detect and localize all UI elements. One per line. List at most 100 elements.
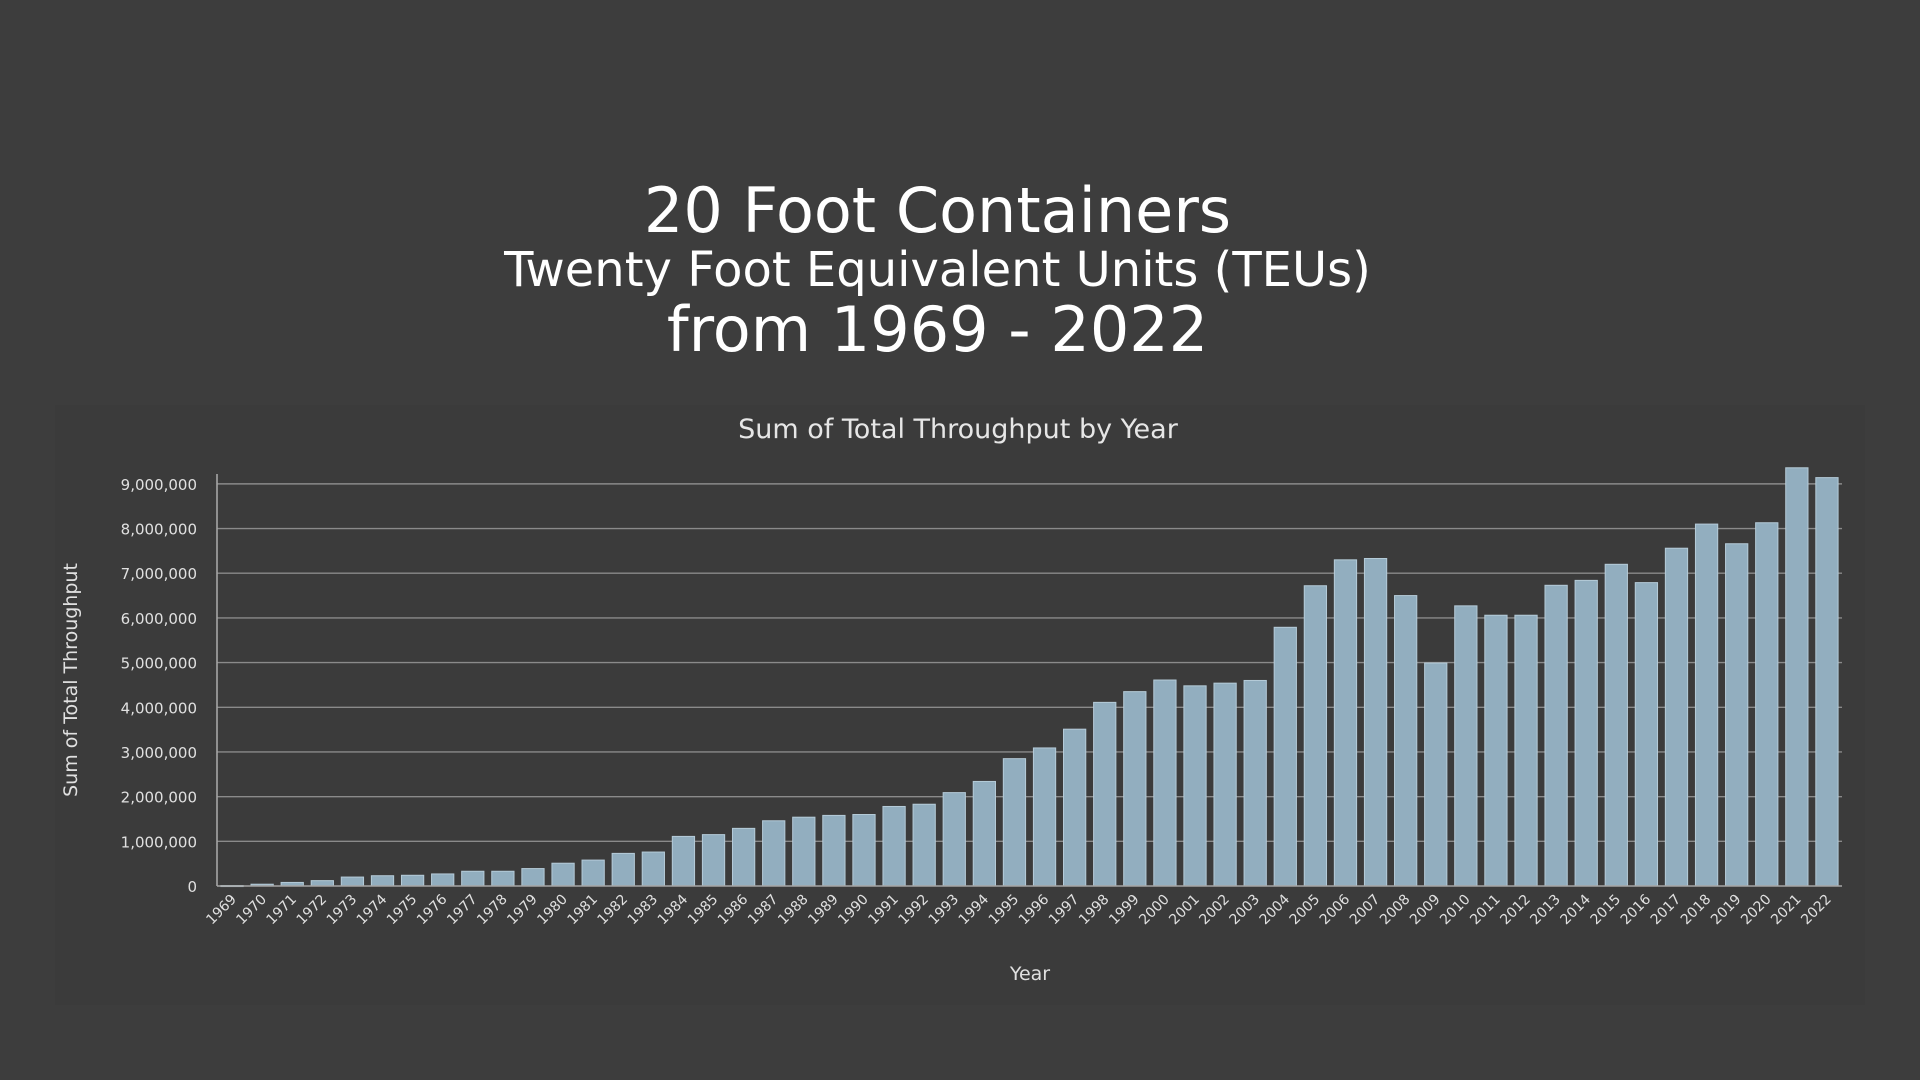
x-tick-label: 2015 — [1588, 892, 1625, 929]
bar — [370, 875, 395, 887]
x-tick-label: 1993 — [926, 892, 963, 929]
x-tick-label: 2011 — [1467, 892, 1504, 929]
axes — [216, 474, 1842, 887]
x-tick-label: 2017 — [1648, 892, 1685, 929]
x-tick-label: 2004 — [1257, 891, 1294, 928]
x-tick-label: 2003 — [1227, 892, 1264, 929]
y-tick-label: 8,000,000 — [121, 521, 197, 539]
bar — [431, 873, 455, 887]
x-tick-label: 1971 — [264, 892, 301, 929]
x-tick-label: 2020 — [1738, 892, 1775, 929]
bar — [852, 814, 876, 887]
bar — [1755, 522, 1779, 887]
x-tick-label: 1992 — [895, 892, 932, 929]
x-tick-label: 2018 — [1678, 892, 1715, 929]
x-tick-label: 1979 — [504, 892, 541, 929]
x-tick-label: 2008 — [1377, 892, 1414, 929]
bar — [972, 780, 996, 887]
x-tick-label: 1985 — [685, 892, 722, 929]
x-tick-label: 1997 — [1046, 892, 1083, 929]
bar — [671, 835, 696, 887]
x-tick-label: 2007 — [1347, 892, 1384, 929]
x-tick-label: 2019 — [1708, 892, 1745, 929]
x-tick-label: 2016 — [1618, 891, 1655, 928]
x-axis-label: Year — [1009, 963, 1050, 985]
bar — [1664, 547, 1689, 887]
bar — [1694, 523, 1719, 887]
x-tick-label: 1988 — [775, 892, 812, 929]
slide-date-range: from 1969 - 2022 — [666, 292, 1209, 366]
chart-title: Sum of Total Throughput by Year — [738, 414, 1179, 445]
x-tick-label: 1991 — [865, 892, 902, 929]
bar — [822, 814, 846, 887]
x-tick-label: 1978 — [474, 892, 511, 929]
x-tick-label: 1999 — [1106, 892, 1143, 929]
x-tick-label: 2002 — [1196, 892, 1233, 929]
x-tick-label: 2006 — [1317, 891, 1354, 928]
bar — [1273, 626, 1297, 887]
x-tick-label: 1986 — [715, 891, 752, 928]
y-tick-label: 1,000,000 — [121, 833, 197, 851]
x-tick-label: 2001 — [1166, 892, 1203, 929]
bar — [581, 859, 605, 887]
x-tick-label: 2012 — [1497, 892, 1534, 929]
bar — [1604, 563, 1628, 887]
x-tick-label: 1973 — [324, 892, 361, 929]
y-tick-label: 0 — [187, 878, 197, 896]
bar — [912, 803, 936, 887]
slide-title-block: 20 Foot Containers Twenty Foot Equivalen… — [0, 174, 1875, 366]
bar — [491, 870, 515, 887]
bar — [551, 862, 575, 887]
bar — [1634, 582, 1659, 887]
y-tick-label: 9,000,000 — [121, 476, 197, 494]
y-tick-label: 5,000,000 — [121, 655, 197, 673]
bar — [1514, 614, 1538, 887]
x-tick-label: 1989 — [805, 892, 842, 929]
bar — [1363, 557, 1388, 887]
gridlines — [217, 483, 1842, 843]
bar — [701, 834, 726, 887]
x-tick-label: 2022 — [1798, 892, 1835, 929]
bar — [1785, 467, 1809, 887]
bar — [1093, 701, 1117, 887]
bar — [792, 816, 816, 887]
x-tick-label: 2013 — [1527, 892, 1564, 929]
x-tick-label: 1974 — [354, 891, 391, 928]
x-tick-label: 1990 — [835, 892, 872, 929]
bar — [882, 805, 906, 887]
slide-title: 20 Foot Containers — [643, 174, 1232, 247]
bar — [1725, 543, 1749, 887]
y-tick-label: 4,000,000 — [121, 699, 197, 717]
y-tick-label: 7,000,000 — [121, 565, 197, 583]
x-tick-label: 1980 — [534, 892, 571, 929]
bar — [400, 874, 425, 887]
x-tick-label: 1976 — [414, 891, 451, 928]
x-tick-label: 1982 — [595, 892, 632, 929]
x-tick-label: 1996 — [1016, 891, 1053, 928]
y-tick-labels: 0 1,000,000 2,000,000 3,000,000 4,000,000 5,0… — [121, 476, 197, 896]
bar — [1303, 585, 1328, 887]
bar — [942, 792, 966, 887]
x-tick-label: 1998 — [1076, 892, 1113, 929]
bars — [220, 467, 1839, 888]
x-tick-label: 1995 — [986, 892, 1023, 929]
y-tick-label: 2,000,000 — [121, 789, 197, 807]
bar — [310, 880, 334, 887]
x-tick-label: 1975 — [384, 892, 421, 929]
bar — [641, 851, 665, 887]
bar — [1544, 584, 1568, 887]
x-tick-label: 2014 — [1558, 891, 1595, 928]
bar — [1424, 662, 1448, 887]
bar — [340, 876, 365, 887]
x-tick-label: 1983 — [625, 892, 662, 929]
x-tick-label: 2010 — [1437, 892, 1474, 929]
x-tick-label: 2009 — [1407, 892, 1444, 929]
bar — [1063, 728, 1087, 887]
bar — [521, 868, 545, 887]
bar — [1002, 758, 1027, 887]
x-tick-label: 1994 — [956, 891, 993, 928]
y-axis-label: Sum of Total Throughput — [60, 563, 82, 797]
x-tick-label: 1977 — [444, 892, 481, 929]
x-tick-label: 1969 — [203, 892, 240, 929]
